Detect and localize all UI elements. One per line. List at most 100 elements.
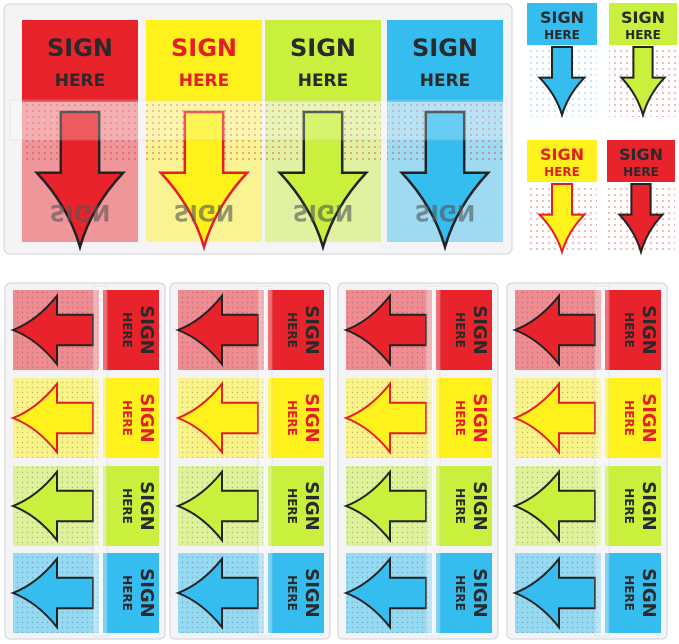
sign-text: SIGN (412, 34, 478, 62)
left-arrow-icon (10, 555, 94, 631)
mirrored-sign-text: SIGN (293, 199, 354, 224)
flag-label-area (607, 140, 675, 182)
sign-text: SIGN (290, 34, 356, 62)
here-text: HERE (453, 575, 467, 611)
here-text: HERE (453, 312, 467, 348)
sign-text: SIGN (136, 393, 157, 443)
here-text: HERE (420, 71, 471, 91)
mirrored-sign-text: SIGN (415, 199, 476, 224)
left-arrow-icon (512, 468, 596, 544)
sign-text: SIGN (638, 305, 659, 355)
here-text: HERE (453, 488, 467, 524)
flag-label-area (605, 466, 661, 546)
down-arrow-icon (619, 46, 667, 119)
sign-text: SIGN (136, 305, 157, 355)
flag-label-area (265, 20, 381, 102)
here-text: HERE (179, 71, 230, 91)
sign-text: SIGN (301, 568, 322, 618)
down-arrow-icon (398, 110, 492, 252)
down-arrow-icon (157, 110, 251, 252)
here-text: HERE (285, 575, 299, 611)
here-text: HERE (120, 488, 134, 524)
mirrored-sign-text: SIGN (174, 199, 235, 224)
sign-text: SIGN (171, 34, 237, 62)
sign-text: SIGN (469, 305, 490, 355)
flag-yellow: SIGN HERE SIGN (146, 20, 262, 252)
left-arrow-icon (175, 292, 259, 368)
here-text: HERE (622, 488, 636, 524)
dispenser-case (337, 282, 499, 640)
here-text: HERE (120, 400, 134, 436)
top-dispenser: SIGN HERE SIGN SIGN HERE SIGN SIGN HERE SIGN SIGN… (3, 3, 513, 255)
down-arrow-icon (537, 46, 587, 119)
here-text: HERE (622, 400, 636, 436)
dispenser-slot (425, 285, 441, 637)
dispenser-slot (92, 285, 108, 637)
down-arrow-icon (276, 110, 370, 252)
flag-red: SIGN HERE SIGN (22, 20, 138, 252)
left-arrow-icon (175, 555, 259, 631)
left-arrow-icon (10, 468, 94, 544)
here-text: HERE (544, 165, 580, 179)
here-text: HERE (298, 71, 349, 91)
here-text: HERE (285, 312, 299, 348)
left-arrow-icon (343, 380, 427, 456)
left-arrow-icon (175, 468, 259, 544)
flag-label-area (605, 378, 661, 458)
sign-text: SIGN (469, 393, 490, 443)
sign-text: SIGN (469, 568, 490, 618)
flag-label-area (387, 20, 503, 102)
here-text: HERE (625, 28, 661, 42)
sign-text: SIGN (47, 34, 113, 62)
here-text: HERE (623, 165, 659, 179)
dispenser-slot (594, 285, 610, 637)
here-text: HERE (285, 488, 299, 524)
left-arrow-icon (343, 292, 427, 368)
flag-label-area (103, 290, 159, 370)
left-arrow-icon (512, 380, 596, 456)
down-arrow-icon (617, 183, 665, 256)
dispenser-case (169, 282, 331, 640)
left-arrow-icon (512, 555, 596, 631)
flag-label-area (605, 553, 661, 633)
left-arrow-icon (512, 292, 596, 368)
flag-label-area (268, 378, 324, 458)
mirrored-sign-text: SIGN (50, 199, 111, 224)
flag-label-area (436, 466, 492, 546)
here-text: HERE (544, 28, 580, 42)
flag-label-area (103, 378, 159, 458)
sign-text: SIGN (136, 568, 157, 618)
dispenser-case (506, 282, 668, 640)
here-text: HERE (120, 575, 134, 611)
sign-text: SIGN (638, 393, 659, 443)
sign-text: SIGN (301, 305, 322, 355)
flag-label-area (103, 553, 159, 633)
down-arrow-icon (33, 110, 127, 252)
sign-text: SIGN (638, 568, 659, 618)
here-text: HERE (120, 312, 134, 348)
flag-label-area (436, 290, 492, 370)
sign-text: SIGN (621, 8, 665, 27)
flag-label-area (527, 3, 597, 45)
